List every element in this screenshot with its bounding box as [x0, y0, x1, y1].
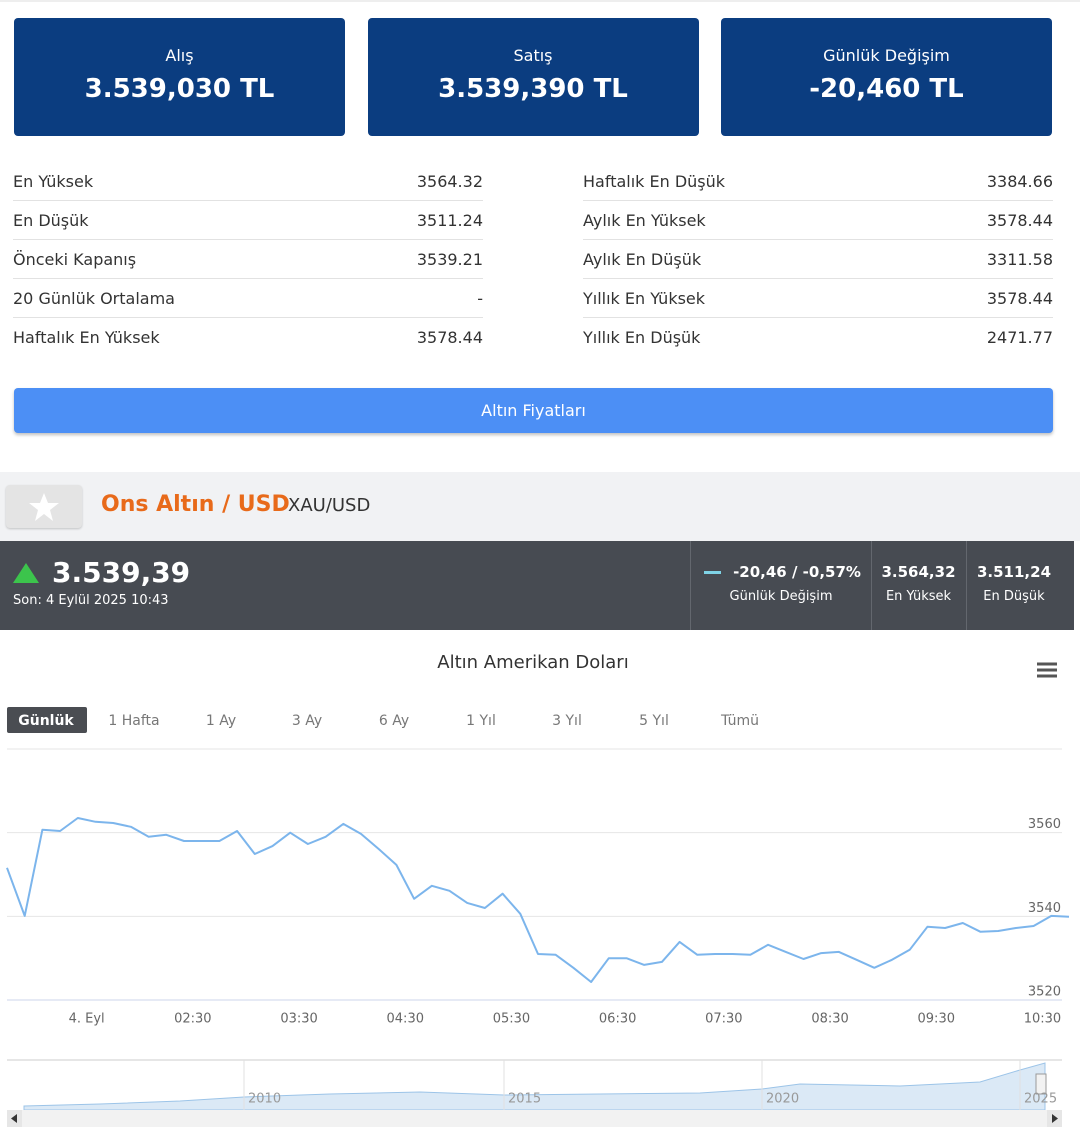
change-value: -20,46 / -0,57% [733, 563, 861, 581]
card-label: Alış [165, 46, 194, 65]
stat-row: Yıllık En Yüksek 3578.44 [583, 279, 1053, 318]
range-button[interactable]: 1 Yıl [466, 713, 496, 729]
quote-bar: 3.539,39 Son: 4 Eylül 2025 10:43 -20,46 … [0, 541, 1074, 630]
navigator-label: 2015 [508, 1092, 541, 1107]
card-value: 3.539,030 TL [84, 74, 275, 104]
low-label: En Düşük [983, 589, 1045, 604]
stat-value: 3578.44 [416, 327, 483, 347]
y-tick-label: 3560 [1028, 817, 1061, 832]
stat-row: Önceki Kapanış 3539.21 [13, 240, 483, 279]
quote-price: 3.539,39 [52, 556, 191, 589]
price-card: Satış 3.539,390 TL [367, 18, 699, 136]
high-label: En Yüksek [885, 589, 952, 604]
favorite-button[interactable] [6, 485, 82, 528]
menu-icon[interactable] [1037, 662, 1057, 678]
instrument-header: Ons Altın / USD XAU/USD [0, 472, 1080, 541]
stat-value: 3511.24 [416, 210, 483, 230]
high-value: 3.564,32 [881, 563, 956, 581]
x-tick-label: 08:30 [811, 1012, 848, 1027]
stat-row: 20 Günlük Ortalama - [13, 279, 483, 318]
card-value: -20,460 TL [809, 74, 964, 104]
card-label: Satış [513, 46, 553, 65]
range-button[interactable]: 3 Ay [292, 713, 322, 729]
star-icon [29, 493, 59, 521]
stat-label: Önceki Kapanış [13, 249, 137, 269]
stat-value: 3539.21 [416, 249, 483, 269]
stat-label: Aylık En Düşük [583, 249, 702, 269]
stat-label: Haftalık En Yüksek [13, 327, 160, 347]
change-icon [704, 571, 721, 574]
scrollbar[interactable] [7, 1110, 1062, 1127]
stat-label: Yıllık En Düşük [583, 327, 701, 347]
chart: Altın Amerikan Doları Günlük 1 Hafta 1 Ay 3… [6, 652, 1070, 1127]
price-card: Alış 3.539,030 TL [14, 18, 345, 136]
divider [966, 541, 967, 630]
low-value: 3.511,24 [976, 563, 1052, 581]
x-tick-label: 04:30 [387, 1012, 424, 1027]
x-tick-label: 4. Eyl [69, 1012, 105, 1027]
navigator-label: 2020 [766, 1092, 799, 1107]
x-tick-label: 05:30 [493, 1012, 530, 1027]
top-border [0, 0, 1080, 2]
stat-label: Haftalık En Düşük [583, 171, 726, 191]
stat-value: 3578.44 [986, 210, 1053, 230]
y-tick-label: 3520 [1028, 985, 1061, 1000]
up-arrow [13, 563, 39, 583]
navigator-label: 2025 [1024, 1092, 1057, 1107]
quote-time: Son: 4 Eylül 2025 10:43 [13, 593, 169, 608]
range-button[interactable]: 1 Hafta [108, 713, 159, 729]
price-card: Günlük Değişim -20,460 TL [721, 18, 1052, 136]
instrument-symbol: XAU/USD [288, 495, 371, 516]
stat-row: Aylık En Düşük 3311.58 [583, 240, 1053, 279]
stat-label: En Düşük [13, 210, 89, 230]
x-tick-label: 06:30 [599, 1012, 636, 1027]
stat-value: 3311.58 [986, 249, 1053, 269]
stat-value: 2471.77 [986, 327, 1053, 347]
stat-row: En Yüksek 3564.32 [13, 162, 483, 201]
range-button[interactable]: 6 Ay [379, 713, 409, 729]
range-button[interactable]: 1 Ay [206, 713, 236, 729]
stat-label: Aylık En Yüksek [583, 210, 706, 230]
range-button-selected[interactable] [7, 707, 87, 733]
price-line [6, 817, 1070, 983]
stat-row: Yıllık En Düşük 2471.77 [583, 318, 1053, 356]
divider [690, 541, 691, 630]
navigator-handle[interactable] [1035, 1073, 1047, 1095]
stat-value: 3384.66 [986, 171, 1053, 191]
x-tick-label: 09:30 [918, 1012, 955, 1027]
divider [871, 541, 872, 630]
stat-value: 3578.44 [986, 288, 1053, 308]
stat-row: Haftalık En Yüksek 3578.44 [13, 318, 483, 356]
navigator-area [23, 1062, 1046, 1111]
x-tick-label: 02:30 [174, 1012, 211, 1027]
gold-prices-button[interactable]: Altın Fiyatları [14, 388, 1053, 433]
stat-label: Yıllık En Yüksek [583, 288, 706, 308]
stat-row: Haftalık En Düşük 3384.66 [583, 162, 1053, 201]
range-button[interactable]: Tümü [720, 713, 759, 729]
stat-label: En Yüksek [13, 171, 94, 191]
stat-row: En Düşük 3511.24 [13, 201, 483, 240]
card-label: Günlük Değişim [823, 46, 950, 65]
stat-row: Aylık En Yüksek 3578.44 [583, 201, 1053, 240]
scroll-left-arrow [11, 1114, 17, 1123]
x-tick-label: 10:30 [1024, 1012, 1061, 1027]
change-label: Günlük Değişim [729, 589, 833, 604]
range-button[interactable]: Günlük [18, 713, 74, 729]
chart-title: Altın Amerikan Doları [437, 652, 628, 673]
navigator-label: 2010 [248, 1092, 281, 1107]
stat-value: 3564.32 [416, 171, 483, 191]
instrument-name: Ons Altın / USD [101, 492, 290, 517]
scroll-right-arrow [1052, 1114, 1058, 1123]
range-button[interactable]: 5 Yıl [639, 713, 669, 729]
y-tick-label: 3540 [1028, 901, 1061, 916]
x-tick-label: 03:30 [280, 1012, 317, 1027]
card-value: 3.539,390 TL [438, 74, 628, 104]
x-tick-label: 07:30 [705, 1012, 742, 1027]
range-button[interactable]: 3 Yıl [552, 713, 582, 729]
stat-value: - [477, 288, 483, 308]
stat-label: 20 Günlük Ortalama [13, 288, 175, 308]
